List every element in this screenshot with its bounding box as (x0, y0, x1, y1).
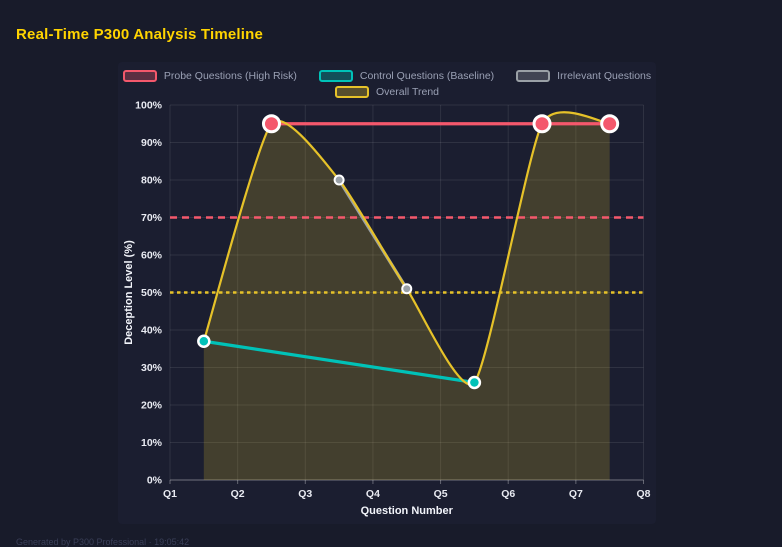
series-probe-questions-high-risk-markers (261, 114, 620, 134)
irrelevant-legend-swatch-icon (516, 70, 551, 82)
y-axis-title: Deception Level (%) (123, 240, 135, 345)
x-axis-tick-label: Q7 (569, 488, 583, 500)
x-axis-tick-label: Q1 (163, 488, 177, 500)
y-axis-tick-label: 70% (141, 212, 163, 224)
y-axis-tick-label: 50% (141, 287, 163, 299)
x-axis-tick-label: Q8 (636, 488, 650, 500)
data-point-irrelevant-questions[interactable] (333, 174, 345, 186)
x-axis-tick-label: Q6 (501, 488, 515, 500)
legend-item-control-questions[interactable]: Control Questions (Baseline) (318, 70, 495, 82)
y-axis-tick-label: 30% (141, 362, 163, 374)
chart-legend: Probe Questions (High Risk) Control Ques… (118, 70, 656, 98)
x-axis-tick-label: Q3 (298, 488, 312, 500)
footer-note: Generated by P300 Professional · 19:05:4… (16, 537, 190, 547)
x-axis-tick-label: Q5 (434, 488, 448, 500)
legend-label: Probe Questions (High Risk) (163, 70, 297, 82)
legend-label: Overall Trend (375, 86, 440, 98)
series-overall-trend-area (203, 112, 610, 480)
series-control-questions-baseline-markers (197, 334, 482, 390)
data-point-irrelevant-questions[interactable] (401, 283, 413, 295)
legend-label: Control Questions (Baseline) (359, 70, 495, 82)
control-legend-swatch-icon (318, 70, 353, 82)
data-point-probe-questions-high-risk[interactable] (261, 114, 281, 134)
y-axis-tick-label: 60% (141, 250, 163, 262)
y-axis-tick-label: 0% (147, 475, 163, 487)
legend-item-overall-trend[interactable]: Overall Trend (334, 86, 440, 98)
y-axis-tick-label: 100% (135, 100, 163, 112)
y-axis-tick-label: 80% (141, 175, 163, 187)
data-point-control-questions-baseline[interactable] (467, 375, 482, 390)
series-irrelevant-questions-markers (333, 174, 413, 295)
grid-lines (169, 104, 644, 481)
trend-legend-swatch-icon (334, 86, 369, 98)
chart-card: Probe Questions (High Risk) Control Ques… (118, 62, 656, 524)
legend-label: Irrelevant Questions (557, 70, 652, 82)
probe-legend-swatch-icon (122, 70, 157, 82)
line-chart-plot: 0% 10% 20% 30% 40% 50% 60% 70% 80% 90% 100% Q1 Q2 Q3 Q… (123, 100, 651, 518)
legend-row-2: Overall Trend (334, 86, 440, 98)
y-axis-tick-label: 40% (141, 325, 163, 337)
page-title: Real-Time P300 Analysis Timeline (16, 26, 264, 43)
x-axis-title: Question Number (361, 505, 454, 517)
data-point-probe-questions-high-risk[interactable] (532, 114, 552, 134)
legend-item-irrelevant-questions[interactable]: Irrelevant Questions (516, 70, 651, 82)
y-axis-tick-label: 20% (141, 400, 163, 412)
y-axis-tick-label: 90% (141, 137, 163, 149)
series-control-questions-baseline-line (202, 339, 476, 385)
legend-item-probe-questions[interactable]: Probe Questions (High Risk) (122, 70, 297, 82)
x-axis-tick-label: Q2 (231, 488, 245, 500)
legend-row-1: Probe Questions (High Risk) Control Ques… (122, 70, 651, 82)
y-axis-tick-label: 10% (141, 437, 163, 449)
data-point-control-questions-baseline[interactable] (197, 334, 211, 348)
data-point-probe-questions-high-risk[interactable] (600, 114, 620, 134)
x-axis-tick-label: Q4 (366, 488, 380, 500)
